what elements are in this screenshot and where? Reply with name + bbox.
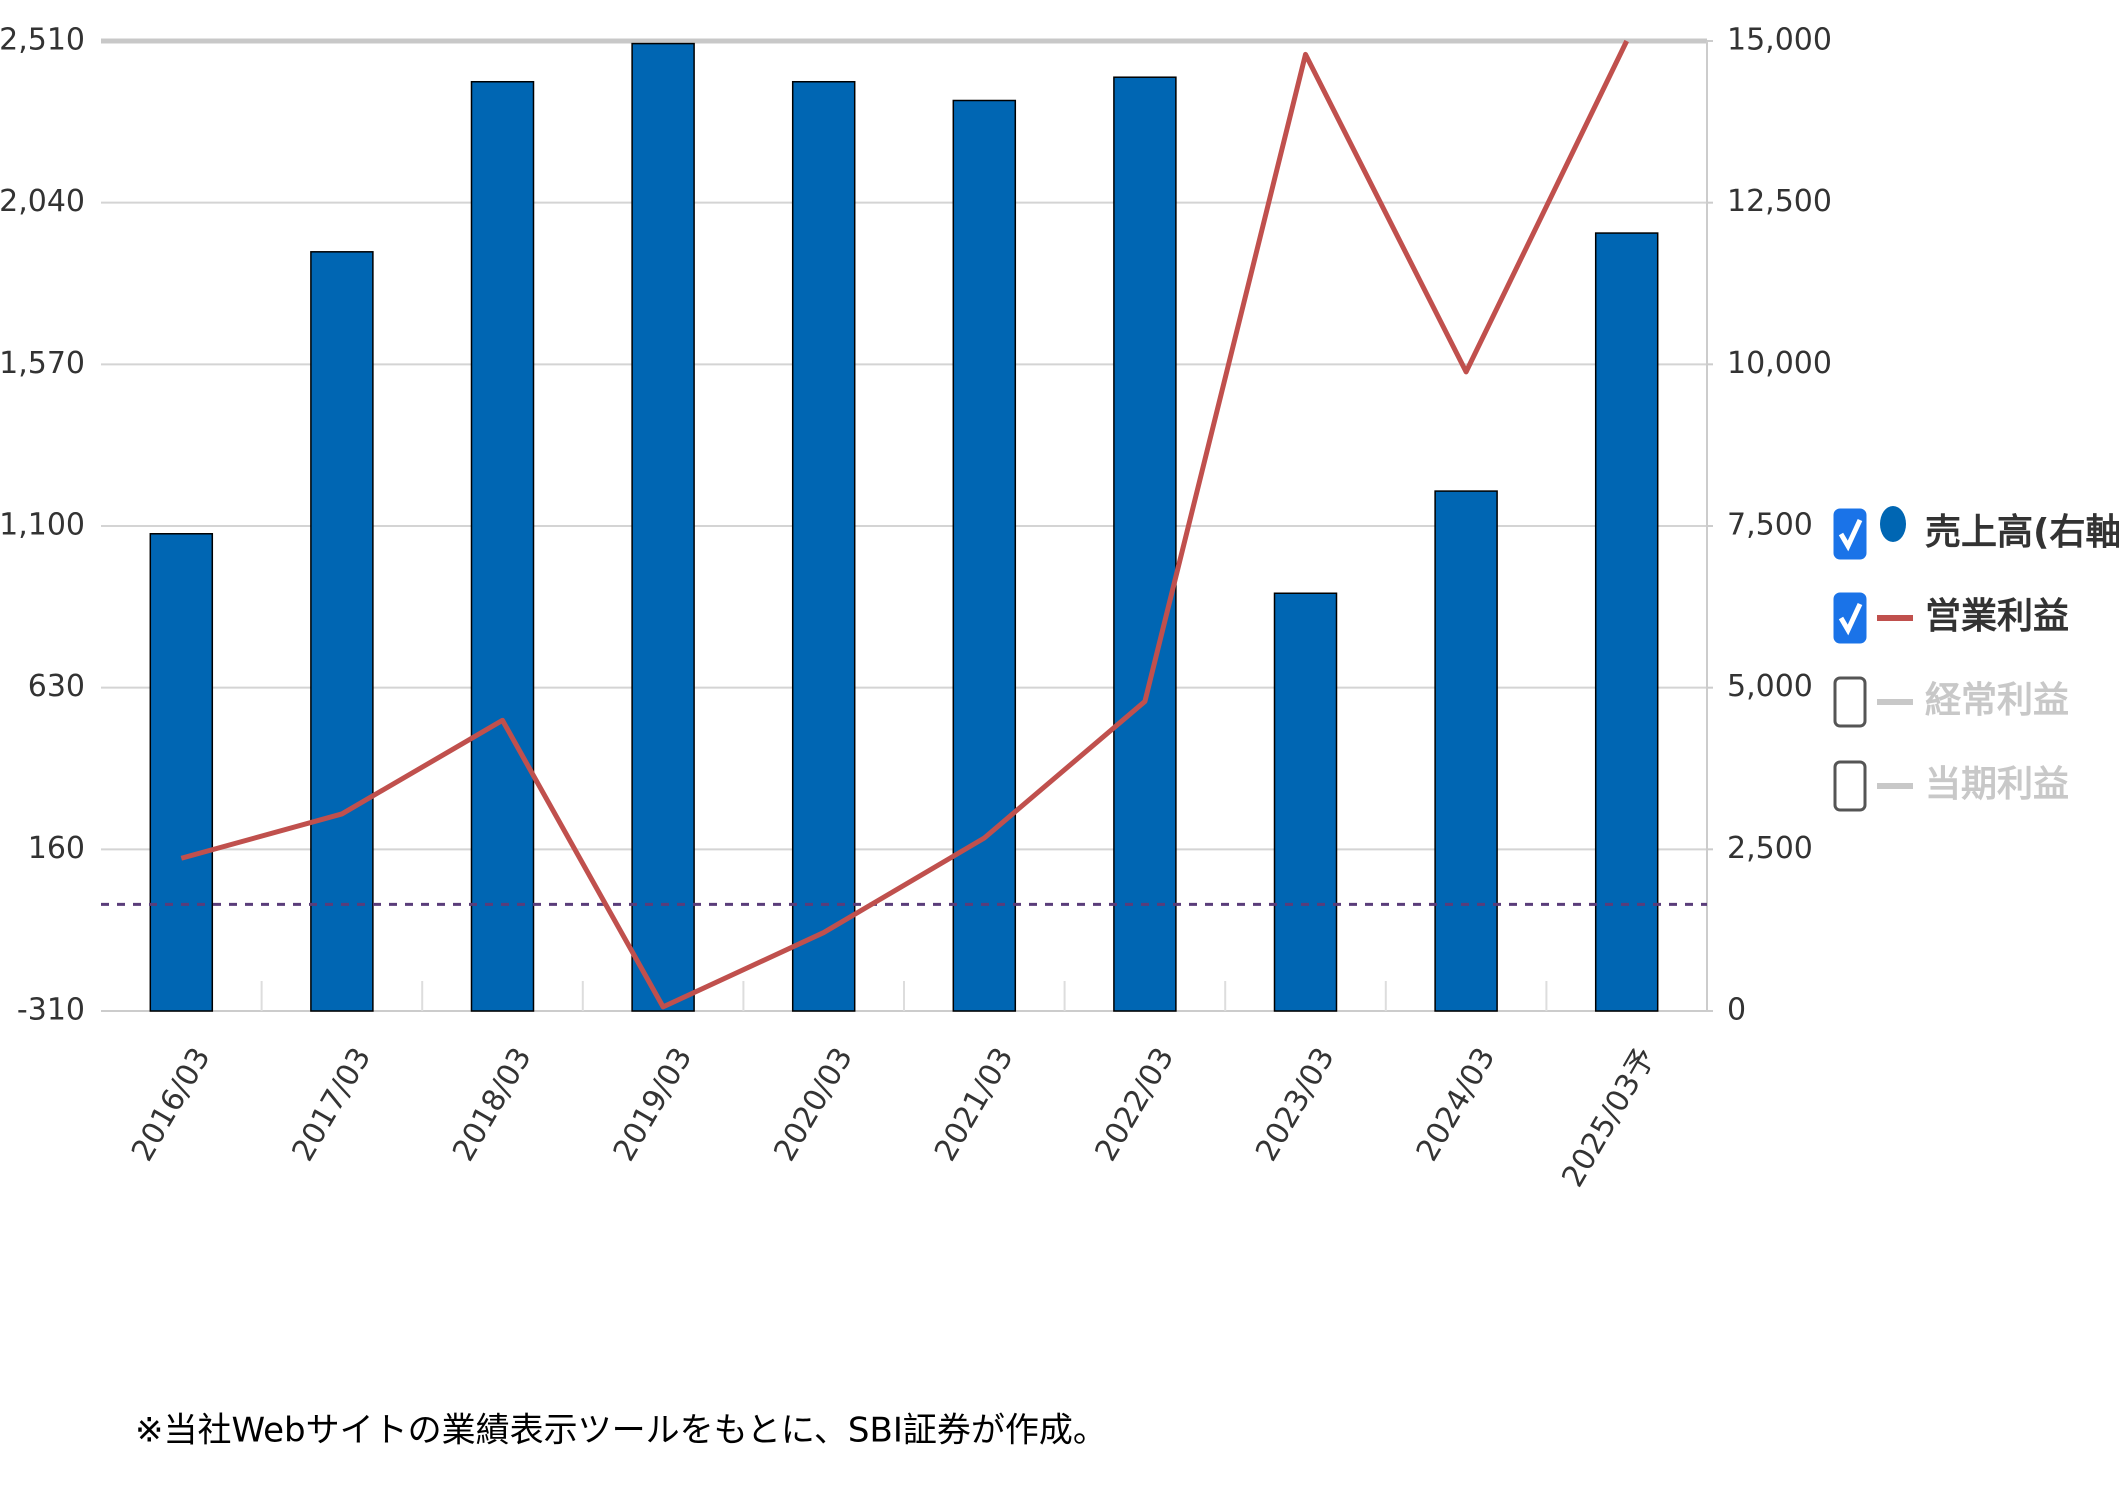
legend-check [1838, 602, 1863, 636]
legend-checkbox[interactable] [1833, 592, 1867, 644]
bar [1434, 490, 1498, 1012]
bar [631, 42, 695, 1012]
x-tick-label: 2024/03 [1410, 1042, 1503, 1167]
x-tick-label: 2022/03 [1089, 1042, 1182, 1167]
bar [149, 533, 214, 1012]
y2-tick-label: 7,500 [1727, 508, 1813, 543]
legend-item[interactable]: 当期利益 [1833, 760, 2069, 812]
bar [791, 80, 856, 1012]
y-tick-label: 1,100 [0, 508, 85, 543]
x-tick-label: 2020/03 [767, 1042, 860, 1167]
y-tick-label: 2,040 [0, 184, 85, 219]
bar [1113, 76, 1177, 1012]
y-tick-label: 2,510 [0, 23, 85, 58]
y-tick-label: 160 [28, 831, 85, 866]
legend-item[interactable]: 経常利益 [1833, 676, 2069, 728]
bar [310, 251, 374, 1012]
x-tick-label: 2017/03 [286, 1042, 379, 1167]
y2-tick-label: 15,000 [1727, 23, 1832, 58]
y2-tick-label: 2,500 [1727, 831, 1813, 866]
y-tick-label: -310 [17, 993, 85, 1028]
bar [1594, 232, 1659, 1012]
legend-label: 当期利益 [1925, 764, 2069, 805]
y2-tick-label: 0 [1727, 993, 1746, 1028]
y2-tick-label: 10,000 [1727, 346, 1832, 381]
x-tick-label: 2025/03予 [1555, 1042, 1663, 1193]
y2-tick-label: 12,500 [1727, 184, 1832, 219]
legend-swatch [1880, 506, 1906, 542]
bar [470, 80, 535, 1012]
x-tick-label: 2023/03 [1249, 1042, 1342, 1167]
line [180, 39, 1629, 1010]
footnote: ※当社Webサイトの業績表示ツールをもとに、SBI証券が作成。 [135, 1411, 1107, 1451]
x-tick-label: 2018/03 [446, 1042, 539, 1167]
legend-label: 営業利益 [1925, 596, 2069, 637]
x-tick-label: 2021/03 [928, 1042, 1021, 1167]
legend-item[interactable]: 営業利益 [1833, 592, 2069, 644]
x-tick-label: 2016/03 [125, 1042, 218, 1167]
legend-check [1838, 518, 1863, 552]
y2-tick-label: 5,000 [1727, 669, 1813, 704]
legend-checkbox[interactable] [1833, 676, 1867, 728]
bar [1273, 592, 1338, 1012]
y-tick-label: 630 [28, 669, 85, 704]
legend-checkbox[interactable] [1833, 508, 1867, 560]
y-tick-label: 1,570 [0, 346, 85, 381]
legend-label: 売上高(右軸) [1925, 512, 2119, 553]
legend-checkbox[interactable] [1833, 760, 1867, 812]
legend-label: 経常利益 [1925, 680, 2069, 721]
x-tick-label: 2019/03 [607, 1042, 700, 1167]
bar [952, 99, 1017, 1012]
legend-item[interactable]: 売上高(右軸) [1833, 506, 2119, 560]
